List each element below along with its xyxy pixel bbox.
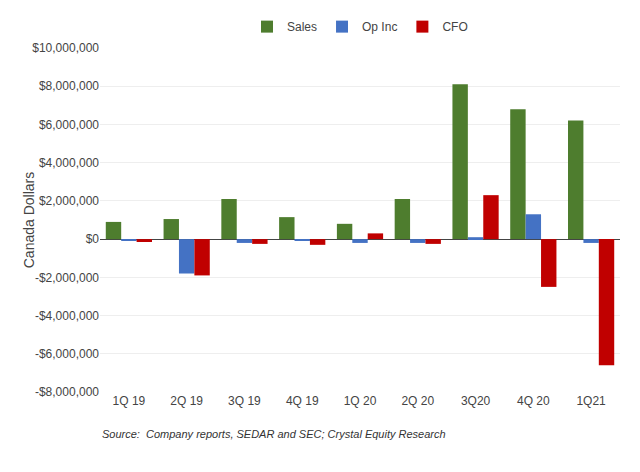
svg-text:-$6,000,000: -$6,000,000 — [35, 347, 99, 361]
svg-text:-$4,000,000: -$4,000,000 — [35, 309, 99, 323]
svg-text:4Q 19: 4Q 19 — [286, 394, 319, 408]
svg-text:$2,000,000: $2,000,000 — [39, 194, 99, 208]
svg-text:$6,000,000: $6,000,000 — [39, 118, 99, 132]
svg-text:Op Inc: Op Inc — [362, 20, 397, 34]
svg-text:2Q 19: 2Q 19 — [170, 394, 203, 408]
svg-text:1Q 19: 1Q 19 — [113, 394, 146, 408]
svg-text:Source: Company reports, SEDA: Source: Company reports, SEDAR and SEC; … — [102, 428, 446, 440]
svg-text:-$2,000,000: -$2,000,000 — [35, 271, 99, 285]
svg-text:-$8,000,000: -$8,000,000 — [35, 385, 99, 399]
svg-text:Canada Dollars: Canada Dollars — [21, 172, 37, 269]
svg-text:$0: $0 — [86, 232, 100, 246]
svg-text:Sales: Sales — [287, 20, 317, 34]
svg-text:3Q 19: 3Q 19 — [228, 394, 261, 408]
svg-text:$4,000,000: $4,000,000 — [39, 156, 99, 170]
svg-text:2Q 20: 2Q 20 — [401, 394, 434, 408]
svg-text:1Q21: 1Q21 — [576, 394, 606, 408]
svg-text:CFO: CFO — [442, 20, 467, 34]
svg-text:1Q 20: 1Q 20 — [344, 394, 377, 408]
svg-text:$8,000,000: $8,000,000 — [39, 79, 99, 93]
svg-text:3Q20: 3Q20 — [461, 394, 491, 408]
svg-text:4Q 20: 4Q 20 — [517, 394, 550, 408]
svg-text:$10,000,000: $10,000,000 — [32, 41, 99, 55]
